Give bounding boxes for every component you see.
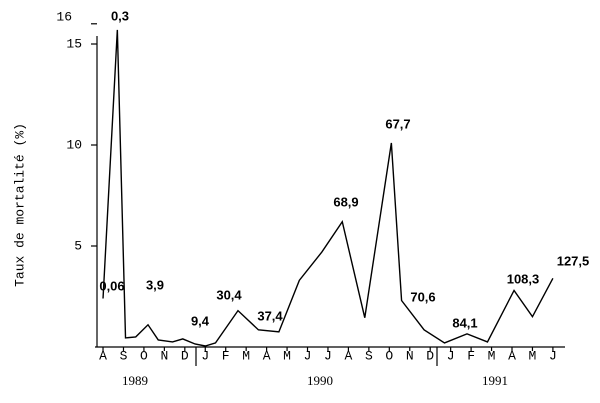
- x-tick-label: M: [529, 348, 537, 363]
- x-tick-label: D: [181, 348, 189, 363]
- x-tick-label: F: [467, 348, 475, 363]
- x-tick-label: J: [447, 348, 455, 363]
- x-tick-label: S: [365, 348, 373, 363]
- annotation: 68,9: [333, 194, 358, 209]
- line-series: [102, 29, 554, 347]
- annotation: 37,4: [257, 308, 283, 323]
- annotation: 84,1: [452, 315, 477, 330]
- x-tick-label: J: [549, 348, 557, 363]
- annotation: 3,9: [146, 277, 164, 292]
- x-tick-label: J: [201, 348, 209, 363]
- year-label: 1991: [482, 373, 508, 388]
- x-tick-label: M: [488, 348, 496, 363]
- x-tick-label: A: [263, 348, 271, 363]
- x-tick-label: D: [426, 348, 434, 363]
- year-label: 1990: [307, 373, 333, 388]
- annotation: 0,06: [99, 278, 124, 293]
- annotation: 30,4: [216, 287, 242, 302]
- x-tick-label: O: [140, 348, 148, 363]
- x-tick-label: J: [324, 348, 332, 363]
- x-tick-label: O: [385, 348, 393, 363]
- y-tick-label: 10: [66, 137, 82, 152]
- x-tick-label: M: [242, 348, 250, 363]
- y-tick-label: 16: [56, 9, 72, 24]
- x-tick-label: A: [345, 348, 353, 363]
- x-tick-label: F: [222, 348, 230, 363]
- x-tick-label: A: [99, 348, 107, 363]
- x-tick-label: J: [304, 348, 312, 363]
- annotation: 108,3: [507, 271, 540, 286]
- x-tick-label: N: [406, 348, 414, 363]
- annotation: 0,3: [111, 8, 129, 23]
- year-label: 1989: [122, 373, 148, 388]
- x-tick-label: A: [508, 348, 516, 363]
- annotation: 67,7: [385, 116, 410, 131]
- y-axis-label: Taux de mortalité (%): [12, 123, 27, 287]
- y-tick-label: 5: [74, 238, 82, 253]
- annotation: 127,5: [557, 253, 590, 268]
- annotation: 9,4: [191, 313, 210, 328]
- x-tick-label: S: [120, 348, 128, 363]
- x-tick-label: N: [160, 348, 168, 363]
- annotation: 70,6: [410, 289, 435, 304]
- x-tick-label: M: [283, 348, 291, 363]
- y-tick-label: 15: [66, 36, 82, 51]
